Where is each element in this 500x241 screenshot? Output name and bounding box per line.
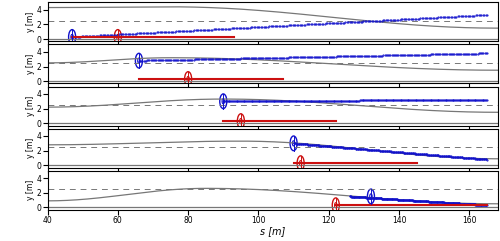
Y-axis label: y [m]: y [m] — [26, 96, 35, 116]
X-axis label: s [m]: s [m] — [260, 226, 285, 236]
Y-axis label: y [m]: y [m] — [26, 180, 35, 200]
Y-axis label: y [m]: y [m] — [26, 12, 35, 32]
Y-axis label: y [m]: y [m] — [26, 138, 35, 158]
Y-axis label: y [m]: y [m] — [26, 54, 35, 74]
